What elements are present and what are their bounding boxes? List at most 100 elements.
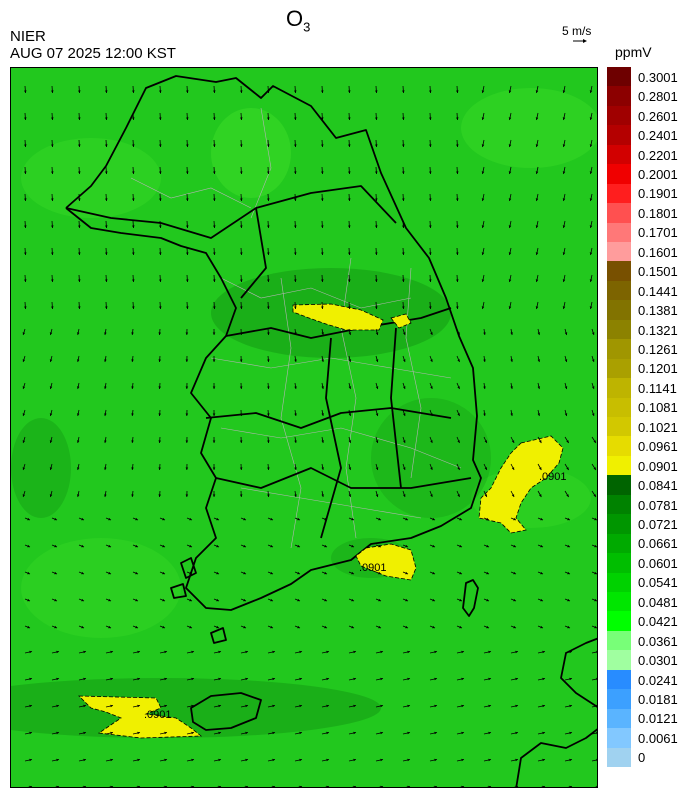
colorbar-segment (607, 455, 631, 476)
wind-vector-head (321, 279, 324, 282)
wind-vector-head (348, 198, 351, 201)
wind-vector-head (510, 332, 513, 335)
wind-vector-head (380, 677, 383, 681)
wind-vector-head (429, 90, 432, 93)
wind-vector-head (537, 359, 541, 362)
wind-vector-head (83, 704, 86, 708)
wind-vector-head (267, 225, 270, 228)
wind-vector-head (243, 571, 246, 575)
timestamp-label: AUG 07 2025 12:00 KST (10, 45, 176, 62)
wind-vector-head (110, 677, 113, 681)
wind-vector-head (402, 198, 405, 201)
wind-vector-head (510, 359, 513, 362)
wind-vector-head (429, 252, 432, 255)
wind-vector-head (569, 704, 572, 708)
wind-vector-head (375, 467, 379, 470)
wind-vector-head (321, 494, 324, 497)
wind-vector-head (434, 731, 437, 735)
agency-label: NIER (10, 28, 46, 45)
wind-vector-head (76, 413, 80, 416)
wind-vector-head (162, 517, 165, 521)
wind-vector-head (351, 544, 354, 548)
wind-vector-head (76, 332, 80, 335)
wind-vector-head (83, 677, 86, 681)
colorbar-tick-label: 0.1601 (638, 244, 678, 260)
colorbar-tick-label: 0.2201 (638, 147, 678, 163)
wind-vector-head (240, 306, 243, 309)
wind-vector-head (456, 198, 459, 201)
wind-vector-head (267, 494, 270, 497)
wind-vector-head (132, 198, 135, 201)
wind-vector-head (245, 677, 248, 681)
wind-vector-head (297, 544, 300, 548)
colorbar-tick-label: 0.0661 (638, 536, 678, 552)
colorbar-tick-label: 0.1381 (638, 303, 678, 319)
wind-vector-head (108, 517, 111, 521)
wind-vector-head (562, 279, 566, 282)
wind-vector-head (78, 144, 81, 147)
wind-vector-head (348, 440, 352, 443)
colorbar-segment (607, 125, 631, 146)
wind-vector-head (402, 494, 406, 497)
wind-vector-head (429, 117, 432, 120)
wind-vector-head (407, 785, 410, 787)
wind-vector-head (158, 413, 162, 416)
colorbar-segment (607, 669, 631, 690)
wind-vector-head (76, 386, 80, 389)
korean-peninsula-outline (65, 75, 482, 611)
wind-vector-head (135, 571, 138, 575)
wind-vector-head (104, 440, 107, 443)
wind-vector-head (562, 171, 566, 174)
wind-vector-head (186, 117, 189, 120)
colorbar-segment (607, 261, 631, 282)
colorbar-tick-label: 0.0301 (638, 653, 678, 669)
wind-vector-head (456, 117, 459, 120)
wind-vector-head (191, 650, 194, 654)
wind-vector-head (78, 198, 81, 201)
wind-vector-head (76, 440, 80, 443)
wind-vector-head (245, 785, 248, 787)
wind-vector-head (405, 517, 408, 521)
colorbar-tick-label: 0.0121 (638, 711, 678, 727)
wind-vector-head (564, 386, 568, 389)
wind-vector-head (535, 90, 539, 93)
wind-vector-head (243, 598, 246, 602)
wind-vector-head (83, 650, 86, 654)
wind-vector-head (78, 306, 81, 309)
wind-vector-head (405, 598, 408, 602)
wind-vector-head (457, 332, 460, 335)
wind-vector-head (158, 440, 162, 443)
wind-vector-head (378, 625, 381, 629)
wind-vector-head (589, 144, 593, 147)
wind-vector-head (321, 225, 324, 228)
wind-vector-head (24, 225, 27, 228)
wind-vector-head (162, 625, 165, 629)
wind-vector-head (267, 332, 270, 335)
wind-vector-head (378, 544, 381, 548)
colorbar-segment (607, 105, 631, 126)
wind-vector-head (135, 517, 138, 521)
colorbar-segment (607, 222, 631, 243)
wind-vector-head (81, 598, 84, 602)
wind-vector-head (375, 413, 379, 416)
wind-vector-head (375, 306, 378, 309)
units-label: ppmV (615, 44, 652, 60)
wind-vector-head (189, 517, 192, 521)
wind-vector-head (513, 625, 516, 629)
wind-vector-head (459, 625, 462, 629)
wind-vector-head (353, 677, 356, 681)
wind-vector-head (24, 279, 27, 282)
wind-vector-head (270, 598, 273, 602)
wind-vector-head (457, 440, 460, 443)
wind-vector-head (594, 625, 597, 629)
wind-vector-head (540, 544, 543, 548)
colorbar-segment (607, 708, 631, 729)
wind-vector-head (321, 198, 324, 201)
colorbar-tick-label: 0.0841 (638, 478, 678, 494)
wind-vector-head (535, 306, 539, 309)
wind-vector-head (353, 758, 356, 762)
wind-vector-head (488, 704, 491, 708)
wind-vector-head (461, 731, 464, 735)
wind-vector-head (83, 758, 86, 762)
wind-vector-head (429, 171, 432, 174)
